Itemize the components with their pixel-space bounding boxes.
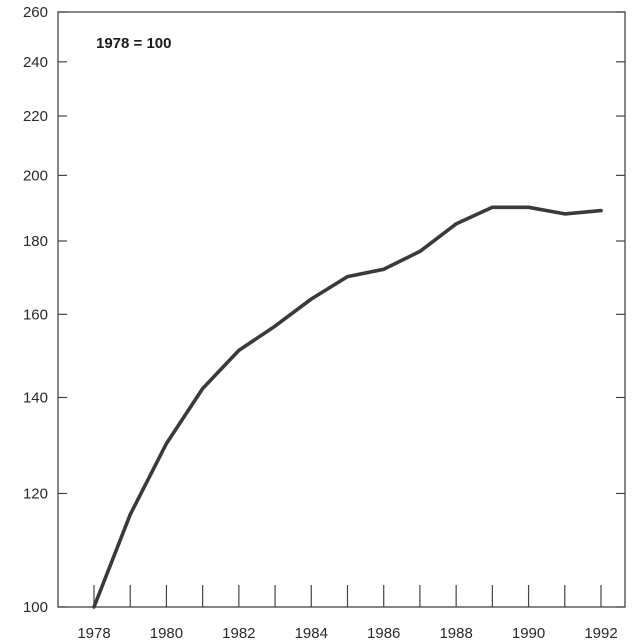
plot-frame [57,11,626,608]
x-tick-label: 1984 [295,625,328,642]
y-tick-label: 100 [23,599,48,616]
x-tick-label: 1992 [584,625,617,642]
y-tick-label: 200 [23,167,48,184]
x-tick-label: 1982 [222,625,255,642]
y-tick-label: 140 [23,389,48,406]
y-tick-label: 220 [23,108,48,125]
y-tick-label: 180 [23,233,48,250]
series-line [92,205,603,609]
y-tick-label: 240 [23,54,48,71]
index-base-note: 1978 = 100 [96,35,172,52]
x-tick-label: 1978 [77,625,110,642]
y-tick-label: 260 [23,4,48,21]
y-tick-label: 160 [23,306,48,323]
x-tick-label: 1988 [439,625,472,642]
x-tick-label: 1980 [150,625,183,642]
x-tick-label: 1990 [512,625,545,642]
y-axis: 100 120 140 160 180 200 220 240 260 [23,4,625,616]
x-axis: 1978 1980 1982 1984 1986 1988 1990 1992 [77,585,618,642]
y-tick-label: 120 [23,485,48,502]
x-tick-label: 1986 [367,625,400,642]
